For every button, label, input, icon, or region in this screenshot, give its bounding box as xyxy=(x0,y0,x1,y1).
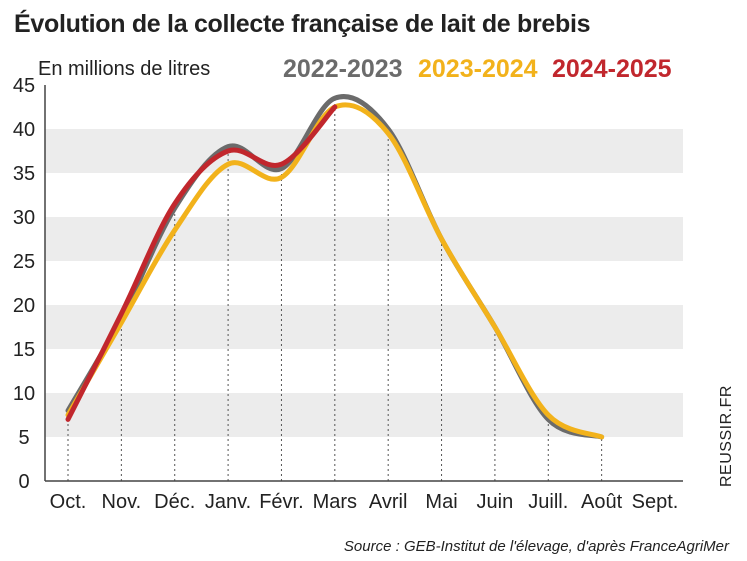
y-tick-label: 0 xyxy=(18,471,29,493)
x-tick-label: Mars xyxy=(313,491,357,513)
y-axis-unit-label: En millions de litres xyxy=(38,58,211,80)
legend-2023-2024: 2023-2024 xyxy=(418,55,538,83)
x-tick-label: Janv. xyxy=(205,491,251,513)
x-tick-label: Sept. xyxy=(632,491,679,513)
x-tick-label: Nov. xyxy=(102,491,142,513)
x-tick-label: Févr. xyxy=(259,491,303,513)
legend-2024-2025: 2024-2025 xyxy=(552,55,672,83)
y-tick-label: 5 xyxy=(18,427,29,449)
y-tick-labels: 0 5 10 15 20 25 30 35 40 45 xyxy=(13,75,35,493)
y-tick-label: 10 xyxy=(13,383,35,405)
axes xyxy=(44,85,683,482)
y-tick-label: 45 xyxy=(13,75,35,97)
grid-band xyxy=(45,305,683,349)
x-tick-label: Mai xyxy=(425,491,457,513)
x-tick-labels: Oct. Nov. Déc. Janv. Févr. Mars Avril Mai Juin Ju… xyxy=(50,491,679,513)
grid-band xyxy=(45,393,683,437)
x-tick-label: Juill. xyxy=(528,491,568,513)
x-tick-label: Déc. xyxy=(154,491,195,513)
y-tick-label: 20 xyxy=(13,295,35,317)
chart-title: Évolution de la collecte française de la… xyxy=(14,10,591,38)
x-tick-label: Juin xyxy=(477,491,514,513)
y-tick-label: 15 xyxy=(13,339,35,361)
x-tick-label: Oct. xyxy=(50,491,87,513)
source-note: Source : GEB-Institut de l'élevage, d'ap… xyxy=(343,538,729,555)
y-tick-label: 40 xyxy=(13,119,35,141)
grid-band xyxy=(45,217,683,261)
credit-label: REUSSIR.FR xyxy=(718,385,735,487)
series-lines xyxy=(65,94,605,440)
vertical-gridlines xyxy=(67,98,603,481)
y-tick-label: 25 xyxy=(13,251,35,273)
y-tick-label: 35 xyxy=(13,163,35,185)
x-tick-label: Août xyxy=(581,491,623,513)
legend-2022-2023: 2022-2023 xyxy=(283,55,403,83)
y-tick-label: 30 xyxy=(13,207,35,229)
grid-band xyxy=(45,129,683,173)
series-line-2024-2025 xyxy=(65,104,338,422)
x-tick-label: Avril xyxy=(369,491,408,513)
